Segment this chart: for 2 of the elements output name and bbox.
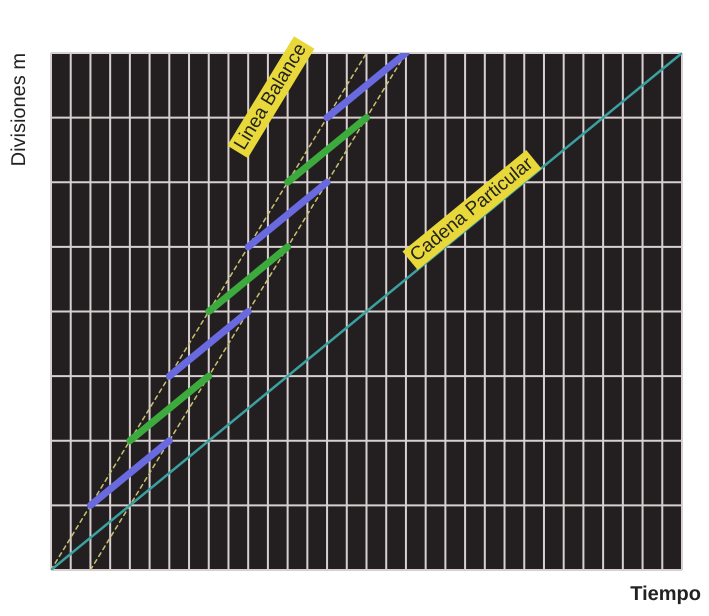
x-axis-title: Tiempo: [630, 583, 701, 606]
y-axis-title: Divisiones m: [8, 53, 31, 166]
